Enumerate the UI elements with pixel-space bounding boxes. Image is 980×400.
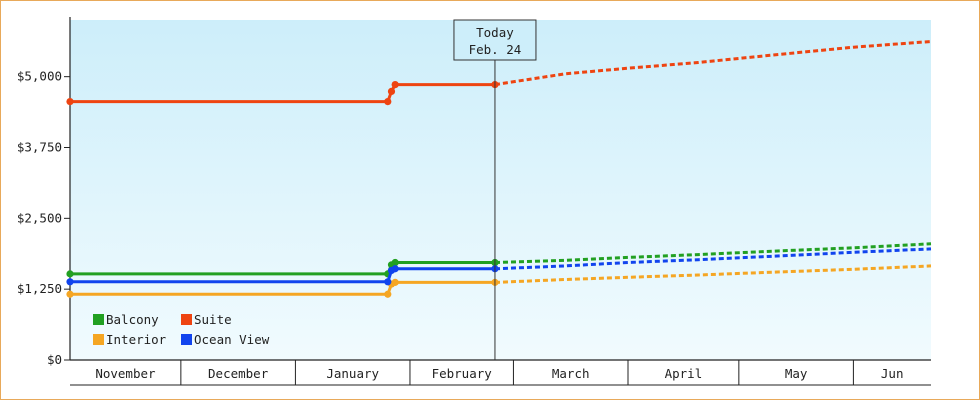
data-point [66,278,74,286]
today-label-box [453,19,537,61]
data-point [391,265,399,273]
series-suite [66,40,932,106]
data-point [66,290,74,298]
data-point [66,270,74,278]
today-marker: Today Feb. 24 [453,19,537,360]
plot-background [70,20,931,360]
data-point [384,98,392,106]
series-interior [66,264,932,298]
x-axis: November December January February March Apri… [70,359,931,386]
y-tick-label: $0 [47,352,62,367]
data-point [391,278,399,286]
x-month-label: May [785,366,808,381]
x-month-label: April [665,366,703,381]
legend: Balcony Suite Interior Ocean View [93,312,270,347]
today-label: Today [476,25,514,40]
x-month-label: January [326,366,379,381]
legend-label-ocean-view: Ocean View [194,332,270,347]
data-point [384,290,392,298]
legend-swatch-interior [93,334,104,345]
legend-label-suite: Suite [194,312,232,327]
series-balcony [66,242,932,278]
y-axis: $0 $1,250 $2,500 $3,750 $5,000 [17,17,71,367]
x-month-label: November [95,366,156,381]
x-month-label: December [208,366,269,381]
y-tick-label: $1,250 [17,281,62,296]
y-tick-label: $3,750 [17,140,62,155]
today-date-label: Feb. 24 [469,42,522,57]
series-ocean-view [66,247,932,286]
y-tick-label: $5,000 [17,69,62,84]
data-point [66,98,74,106]
legend-swatch-suite [181,314,192,325]
legend-swatch-balcony [93,314,104,325]
x-month-label: Jun [881,366,904,381]
series-forecast-line-ocean-view [494,247,932,271]
x-month-label: March [552,366,590,381]
series-forecast-line-interior [494,264,932,284]
legend-swatch-ocean-view [181,334,192,345]
legend-label-interior: Interior [106,332,167,347]
x-month-label: February [432,366,493,381]
y-tick-label: $2,500 [17,210,62,225]
legend-label-balcony: Balcony [106,312,159,327]
series-forecast-line-balcony [494,242,932,264]
series-layer [66,40,932,298]
data-point [387,87,396,95]
series-forecast-line-suite [494,40,932,87]
data-point [391,258,399,267]
data-point [391,81,399,89]
data-point [384,278,392,286]
